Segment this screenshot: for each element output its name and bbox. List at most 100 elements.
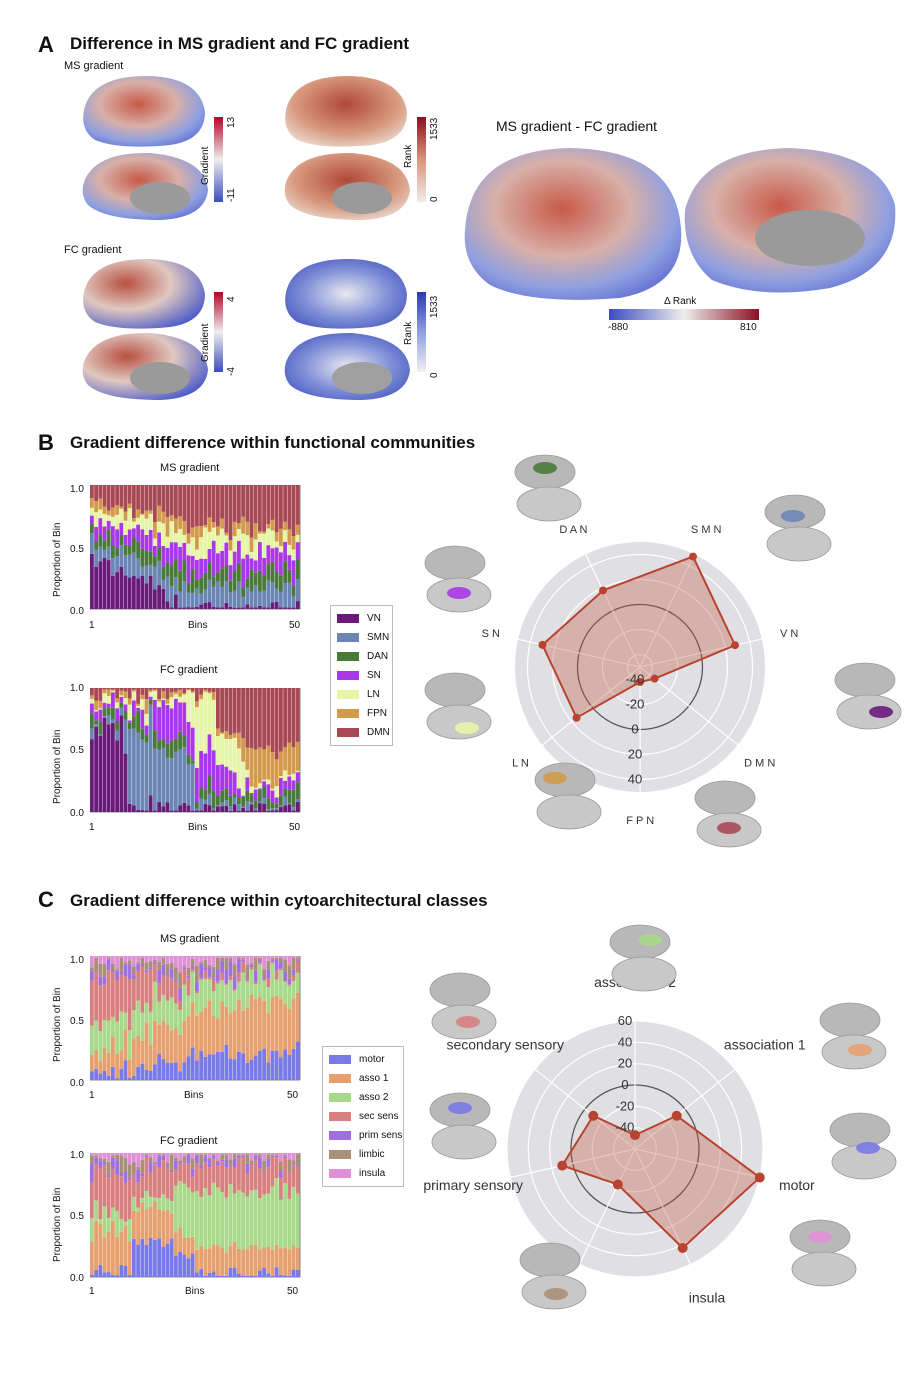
stack-segment: [291, 688, 296, 748]
stack-segment: [174, 810, 178, 812]
stack-segment: [237, 804, 241, 811]
stack-segment: [115, 688, 119, 699]
stack-segment: [253, 1189, 258, 1245]
stack-segment: [253, 957, 258, 971]
stack-segment: [153, 748, 157, 811]
legend-swatch: [337, 690, 359, 699]
stack-segment: [228, 1058, 233, 1080]
stack-segment: [295, 579, 300, 602]
stack-segment: [199, 1154, 203, 1166]
stack-segment: [270, 956, 275, 958]
stack-segment: [207, 579, 212, 603]
stack-segment: [127, 1059, 132, 1078]
c-ms-xtick-start: 1: [89, 1090, 95, 1101]
fc-cbar-rank-min: 0: [429, 372, 440, 378]
stack-segment: [195, 767, 199, 802]
stack-segment: [199, 699, 203, 751]
stack-segment: [132, 1153, 136, 1163]
stack-segment: [287, 789, 292, 804]
stack-segment: [119, 545, 124, 567]
b-ms-xtick-end: 50: [289, 620, 301, 631]
stack-segment: [220, 1247, 224, 1276]
stack-segment: [237, 1158, 241, 1190]
legend-swatch: [329, 1074, 351, 1083]
stack-segment: [182, 1020, 187, 1063]
c-fc-ytick-0: 0.0: [70, 1273, 84, 1284]
stack-segment: [90, 1153, 94, 1156]
stack-segment: [144, 485, 149, 511]
stack-segment: [291, 957, 296, 970]
stack-segment: [228, 606, 233, 609]
stack-segment: [258, 542, 262, 571]
stack-segment: [136, 485, 140, 510]
stack-segment: [249, 967, 254, 970]
radar-point: [557, 1160, 568, 1171]
stack-segment: [186, 543, 191, 556]
stack-segment: [182, 1183, 187, 1238]
c-fc-title: FC gradient: [160, 1135, 218, 1147]
stack-segment: [115, 1153, 119, 1155]
stack-segment: [287, 1054, 292, 1080]
stack-segment: [258, 591, 262, 606]
stack-segment: [220, 960, 224, 973]
stack-segment: [102, 976, 107, 985]
stack-segment: [174, 1028, 178, 1063]
stack-segment: [266, 528, 271, 546]
stack-segment: [119, 1176, 124, 1220]
stack-segment: [136, 509, 140, 518]
stack-segment: [136, 1000, 140, 1036]
stack-segment: [123, 688, 128, 692]
stack-segment: [287, 742, 292, 776]
stack-segment: [132, 1173, 136, 1175]
stack-segment: [287, 569, 292, 583]
stack-segment: [190, 1168, 195, 1177]
stack-segment: [148, 1206, 153, 1238]
stack-segment: [182, 581, 187, 608]
stack-segment: [216, 969, 220, 982]
stack-segment: [136, 1066, 140, 1080]
stack-segment: [283, 561, 287, 584]
stack-segment: [220, 1161, 224, 1192]
stack-segment: [237, 788, 241, 798]
fc-cbar-grad-max: 4: [226, 296, 237, 302]
stack-segment: [115, 740, 119, 812]
stack-segment: [249, 794, 254, 802]
stack-segment: [216, 956, 220, 958]
radar-tick-label: -20: [626, 697, 645, 712]
stack-segment: [123, 485, 128, 512]
stack-segment: [106, 1161, 111, 1175]
stack-segment: [123, 534, 128, 545]
legend-swatch: [337, 633, 359, 642]
stack-segment: [258, 1198, 262, 1250]
radar-tick-label: 20: [628, 747, 642, 762]
stack-segment: [140, 1153, 145, 1160]
stack-segment: [203, 1153, 208, 1155]
stack-segment: [249, 607, 254, 609]
stack-segment: [153, 1164, 157, 1198]
stack-segment: [224, 1167, 229, 1198]
stack-segment: [216, 1153, 220, 1161]
stack-segment: [102, 1070, 107, 1080]
stack-segment: [266, 1193, 271, 1247]
stack-segment: [123, 712, 128, 720]
stack-segment: [174, 1157, 178, 1161]
stack-segment: [258, 957, 262, 961]
stack-segment: [262, 590, 266, 608]
stack-segment: [174, 558, 178, 578]
stack-segment: [266, 1062, 271, 1080]
stack-segment: [237, 1155, 241, 1159]
stack-segment: [106, 959, 111, 971]
stack-segment: [144, 1157, 149, 1191]
stack-segment: [211, 991, 216, 1017]
stack-segment: [174, 1153, 178, 1158]
stack-segment: [157, 1001, 161, 1025]
stack-segment: [90, 533, 94, 554]
stack-segment: [220, 688, 224, 733]
stack-segment: [106, 510, 111, 516]
stack-segment: [119, 688, 124, 691]
stack-segment: [186, 1154, 191, 1164]
stack-segment: [287, 776, 292, 790]
stack-segment: [144, 970, 149, 973]
stack-segment: [262, 779, 266, 782]
stack-segment: [195, 956, 199, 966]
